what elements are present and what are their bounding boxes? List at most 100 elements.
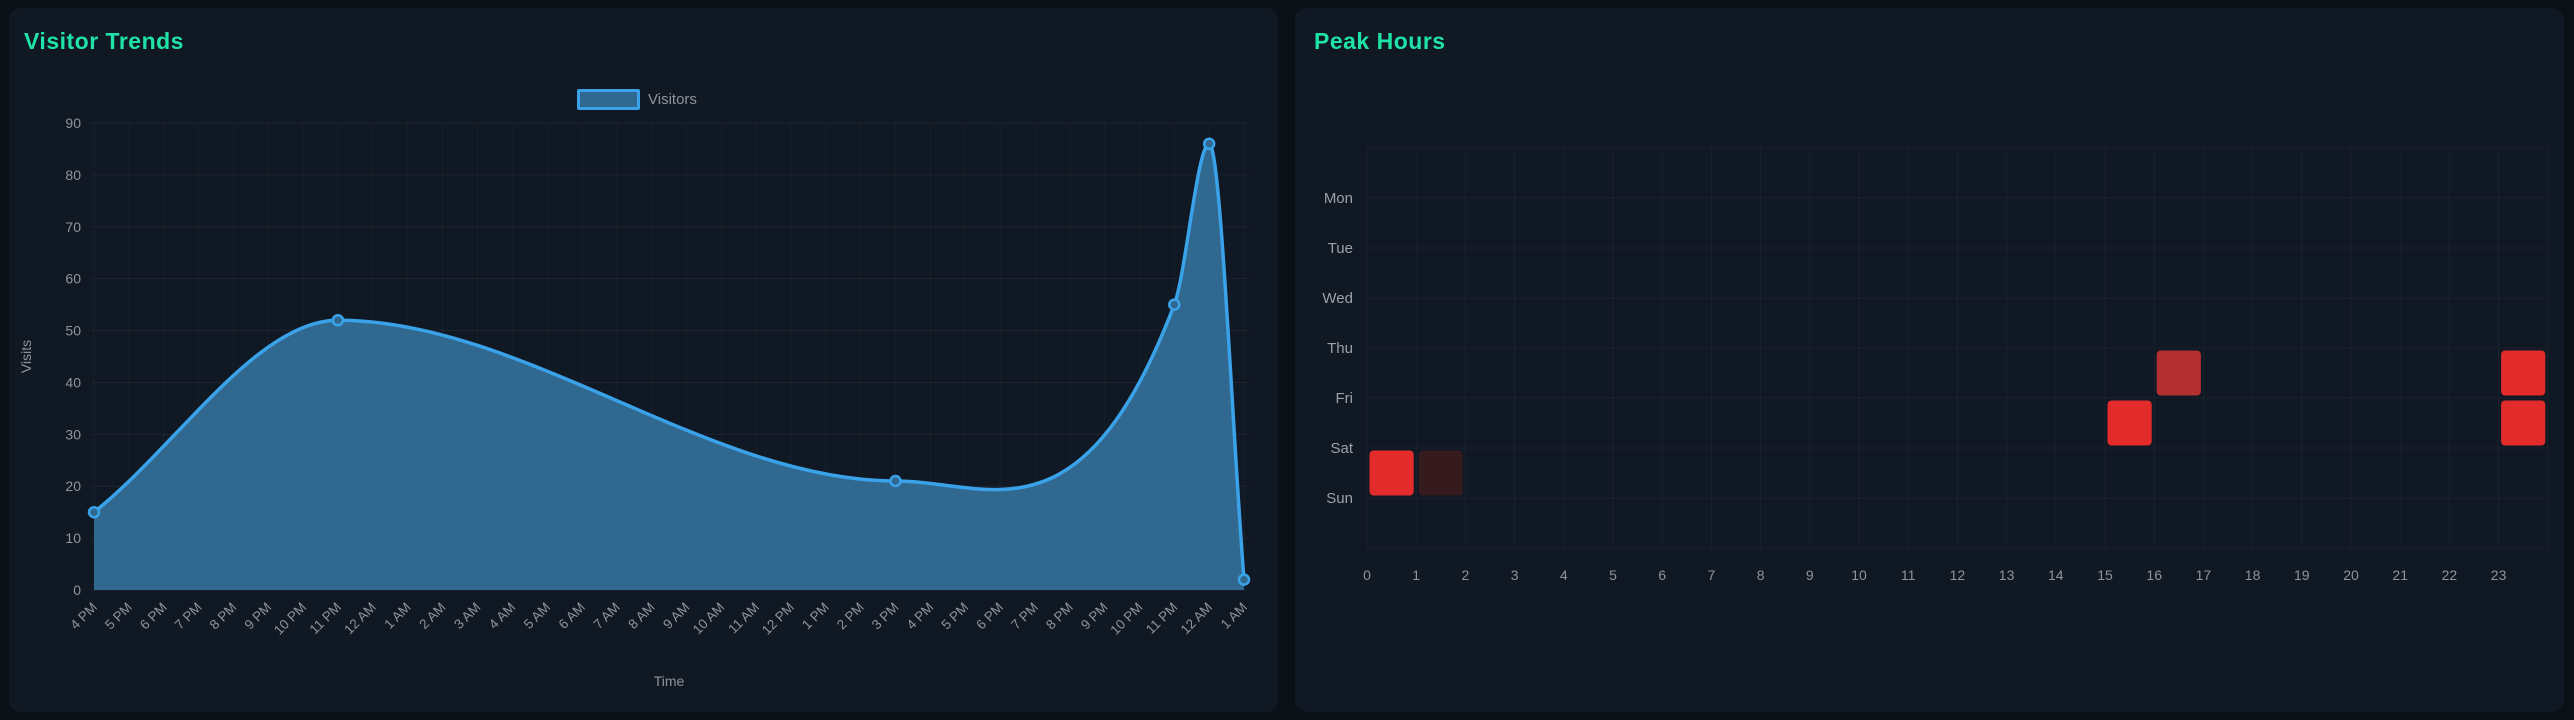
y-tick-label: 90 — [65, 115, 81, 131]
x-tick-label: 8 PM — [1043, 600, 1076, 633]
x-tick-label: 4 AM — [486, 600, 518, 632]
x-tick-label: 4 PM — [67, 600, 100, 633]
hour-tick-label: 17 — [2196, 567, 2212, 583]
x-tick-label: 3 AM — [451, 600, 483, 632]
x-tick-label: 2 PM — [834, 600, 867, 633]
heatmap-cell-fri-23[interactable] — [2501, 400, 2546, 446]
hour-tick-label: 9 — [1806, 567, 1814, 583]
day-tick-label: Mon — [1324, 190, 1353, 207]
y-tick-label: 10 — [65, 530, 81, 546]
x-tick-label: 8 AM — [625, 600, 657, 632]
data-point-marker[interactable] — [1168, 298, 1181, 311]
x-axis-title: Time — [654, 673, 685, 689]
x-tick-label: 7 AM — [590, 600, 622, 632]
hour-tick-label: 2 — [1462, 567, 1470, 583]
visitors-legend-label: Visitors — [648, 91, 697, 108]
hour-tick-label: 18 — [2245, 567, 2261, 583]
x-tick-label: 3 PM — [869, 600, 902, 633]
hour-tick-label: 23 — [2491, 567, 2507, 583]
visitors-area-fill — [94, 143, 1244, 590]
visitor-trends-panel: Visitor Trends Visitors 0 10 20 30 40 50 60 70 8… — [9, 8, 1278, 712]
x-tick-label: 12 PM — [759, 600, 797, 638]
y-tick-label: 70 — [65, 219, 81, 235]
y-tick-label: 30 — [65, 426, 81, 442]
hour-tick-label: 7 — [1708, 567, 1716, 583]
x-tick-label: 12 AM — [341, 600, 379, 638]
day-tick-label: Fri — [1336, 390, 1354, 407]
data-point-marker[interactable] — [331, 313, 345, 327]
hour-tick-label: 8 — [1757, 567, 1765, 583]
hour-tick-label: 22 — [2442, 567, 2458, 583]
hour-tick-label: 10 — [1851, 567, 1867, 583]
heatmap-cell-fri-15[interactable] — [2107, 400, 2152, 446]
day-tick-label: Thu — [1327, 340, 1353, 357]
x-tick-label: 6 AM — [556, 600, 588, 632]
y-tick-label: 40 — [65, 374, 81, 390]
data-point-marker[interactable] — [1237, 573, 1251, 586]
heatmap-cell-sat-0[interactable] — [1369, 450, 1414, 496]
x-tick-label: 8 PM — [207, 600, 240, 633]
hour-tick-label: 12 — [1950, 567, 1966, 583]
x-tick-label: 10 PM — [271, 600, 309, 638]
x-tick-label: 5 PM — [938, 600, 971, 633]
x-tick-label: 5 AM — [521, 600, 553, 632]
hour-tick-label: 11 — [1901, 567, 1916, 583]
hour-tick-label: 0 — [1363, 567, 1371, 583]
hour-tick-label: 16 — [2146, 567, 2162, 583]
visitors-legend[interactable]: Visitors — [577, 89, 697, 110]
x-tick-label: 1 PM — [799, 600, 832, 633]
x-tick-label: 11 PM — [307, 600, 344, 637]
hour-tick-label: 1 — [1412, 567, 1420, 583]
y-tick-label: 0 — [73, 582, 81, 598]
data-point-marker[interactable] — [1202, 137, 1216, 151]
x-tick-label: 10 PM — [1107, 600, 1145, 638]
x-tick-label: 7 PM — [1008, 600, 1041, 633]
day-tick-label: Sat — [1330, 440, 1353, 457]
x-tick-label: 9 PM — [241, 600, 274, 633]
hour-tick-label: 20 — [2343, 567, 2359, 583]
visitor-trends-title: Visitor Trends — [24, 28, 184, 54]
peak-hours-title: Peak Hours — [1314, 28, 1446, 54]
day-tick-label: Sun — [1326, 490, 1353, 507]
x-tick-label: 9 PM — [1078, 600, 1111, 633]
x-tick-label: 12 AM — [1178, 600, 1216, 638]
heatmap-cell-thu-23[interactable] — [2501, 350, 2546, 396]
x-tick-label: 1 AM — [1218, 600, 1250, 632]
x-tick-label: 6 PM — [137, 600, 170, 633]
y-tick-label: 20 — [65, 478, 81, 494]
x-tick-label: 9 AM — [660, 600, 692, 632]
y-tick-label: 50 — [65, 323, 81, 339]
x-tick-label: 7 PM — [172, 600, 205, 633]
hour-tick-label: 3 — [1511, 567, 1519, 583]
hour-tick-label: 15 — [2097, 567, 2113, 583]
x-tick-label: 1 AM — [381, 600, 413, 632]
heatmap-cell-thu-16[interactable] — [2156, 350, 2201, 396]
x-tick-label: 6 PM — [973, 600, 1006, 633]
hour-tick-label: 19 — [2294, 567, 2310, 583]
data-point-marker[interactable] — [889, 474, 902, 488]
data-point-marker[interactable] — [87, 505, 101, 519]
x-tick-label: 11 AM — [725, 600, 762, 637]
hour-tick-label: 6 — [1658, 567, 1666, 583]
day-tick-label: Wed — [1322, 290, 1353, 307]
x-tick-label: 4 PM — [904, 600, 937, 633]
hour-tick-label: 5 — [1609, 567, 1617, 583]
y-tick-label: 80 — [65, 167, 81, 183]
day-tick-label: Tue — [1328, 240, 1353, 257]
x-tick-label: 5 PM — [102, 600, 135, 633]
x-tick-label: 11 PM — [1143, 600, 1180, 637]
y-tick-label: 60 — [65, 271, 81, 287]
hour-tick-label: 14 — [2048, 567, 2064, 583]
visitors-legend-swatch — [577, 89, 640, 110]
hour-tick-label: 13 — [1999, 567, 2015, 583]
visitors-line — [92, 142, 1246, 582]
x-tick-label: 10 AM — [690, 600, 728, 638]
heatmap-cell-sat-1[interactable] — [1418, 450, 1463, 496]
x-tick-label: 2 AM — [416, 600, 448, 632]
peak-hours-panel: Peak Hours Mon Tue Wed Thu Fri Sat Sun 0 1 2 3 4 5 6 7… — [1295, 8, 2564, 712]
hour-tick-label: 21 — [2392, 567, 2408, 583]
y-axis-title: Visits — [18, 340, 34, 373]
